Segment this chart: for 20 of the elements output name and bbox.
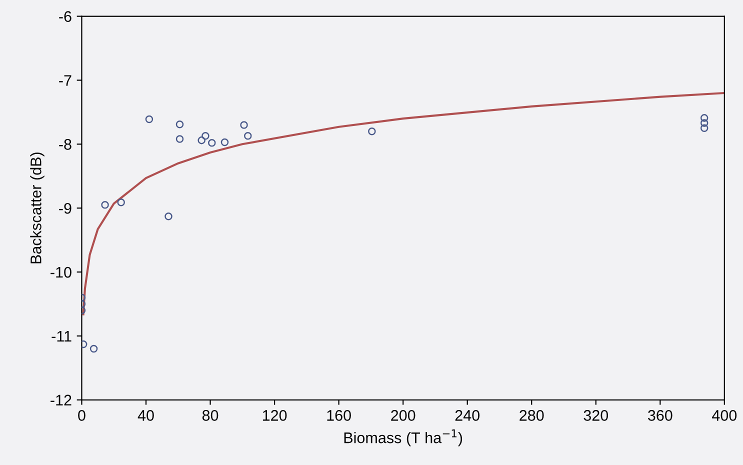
x-tick-label: 280	[520, 410, 544, 421]
y-axis-title: Backscatter (dB)	[30, 152, 44, 264]
y-tick-label: -10	[50, 266, 72, 278]
x-tick-label: 320	[584, 410, 608, 421]
x-tick-label: 360	[648, 410, 672, 421]
x-tick-label: 80	[202, 410, 218, 421]
x-axis-title: Biomass (T ha$^{−1}$)	[344, 429, 462, 446]
x-tick-label: 40	[138, 410, 154, 421]
x-tick-label: 0	[78, 410, 86, 421]
x-tick-label: 120	[262, 410, 287, 421]
x-tick-label: 240	[455, 410, 480, 421]
y-tick-label: -9	[59, 202, 72, 214]
y-tick-label: -12	[50, 394, 72, 406]
y-tick-label: -11	[52, 330, 72, 342]
y-tick-label: -8	[59, 139, 72, 150]
y-tick-label: -7	[59, 75, 72, 86]
x-tick-label: 160	[327, 410, 351, 421]
x-tick-label: 200	[391, 410, 416, 421]
x-tick-label: 400	[712, 410, 737, 421]
y-tick-label: -6	[59, 11, 72, 22]
